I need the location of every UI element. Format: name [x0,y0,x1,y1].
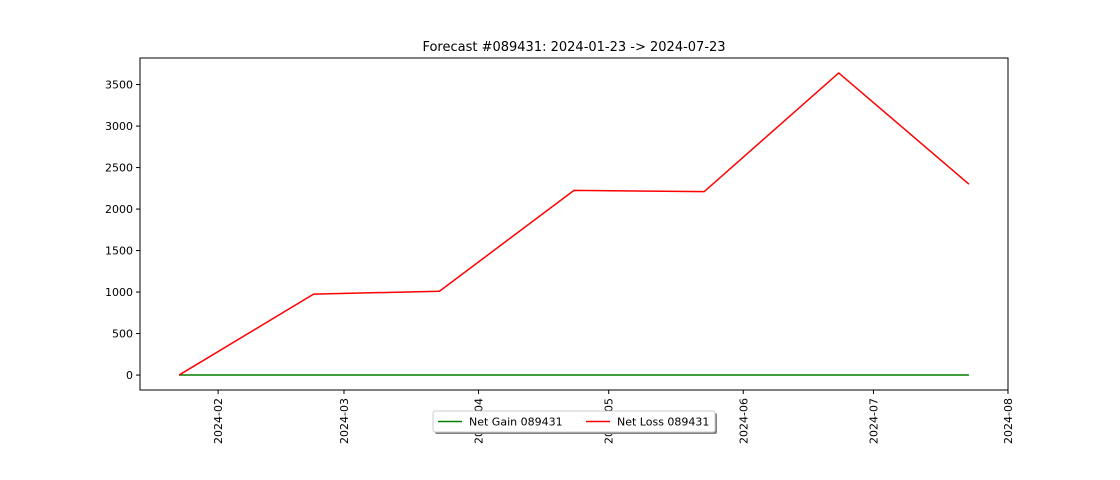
y-tick-label: 3000 [105,120,133,133]
legend-box [432,410,716,433]
y-tick-label: 1500 [105,245,133,258]
y-tick-label: 500 [112,328,133,341]
legend: Net Gain 089431 Net Loss 089431 [432,410,717,434]
plot-frame [139,57,1009,391]
y-tick-label: 2000 [105,203,133,216]
x-tick-label: 2024-03 [338,398,351,444]
series-line-1 [178,71,970,376]
y-tick-label: 3500 [105,79,133,92]
y-tick-label: 0 [126,369,133,382]
x-tick-label: 2024-08 [1002,398,1015,444]
chart-title: Forecast #089431: 2024-01-23 -> 2024-07-… [422,40,725,55]
legend-label-0: Net Gain 089431 [469,416,563,429]
y-tick-label: 2500 [105,162,133,175]
x-tick-label: 2024-07 [867,398,880,444]
x-tick-label: 2024-06 [737,398,750,444]
x-tick-label: 2024-02 [212,398,225,444]
legend-label-1: Net Loss 089431 [617,416,709,429]
y-tick-label: 1000 [105,286,133,299]
